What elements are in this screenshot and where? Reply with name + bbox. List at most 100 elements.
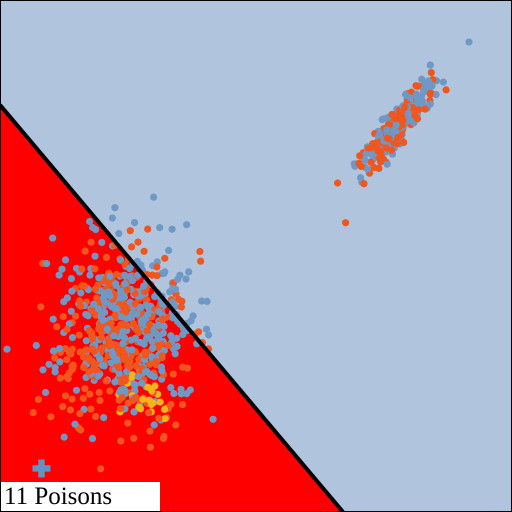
data-point-blue [170,389,178,398]
data-point-gold [149,399,157,407]
data-point-blue [169,285,177,293]
data-point-orange [126,363,134,371]
data-point-blue [100,362,108,370]
data-point-orange [53,323,61,331]
data-point-orange [169,370,177,378]
data-point-orange [82,346,90,354]
data-point-blue [94,372,102,380]
data-point-blue [45,360,53,368]
data-point-blue [383,126,391,134]
data-point-orange [102,377,110,385]
data-point-blue [55,271,63,279]
data-point-blue [72,386,81,394]
data-point-orange [172,421,180,429]
data-point-blue [84,312,92,320]
data-point-blue [158,367,166,375]
data-point-blue [182,275,190,283]
data-point-orange [158,352,166,360]
data-point-orange [146,320,154,328]
data-point-orange [153,263,161,271]
data-point-blue [413,90,421,98]
data-point-blue [56,344,64,353]
data-point-orange [120,349,128,357]
data-point-orange [88,332,96,340]
data-point-blue [171,350,179,358]
data-point-orange [72,312,80,320]
data-point-blue [383,160,391,168]
data-point-blue [61,256,70,264]
data-point-blue [67,275,75,283]
data-point-blue [427,80,435,88]
data-point-orange [394,133,402,142]
data-point-orange [63,325,71,333]
data-point-orange [132,325,140,333]
data-point-orange [88,345,96,353]
data-point-blue [156,224,164,232]
data-point-orange [183,364,192,372]
data-point-blue [91,252,99,260]
data-point-orange [145,409,153,417]
data-point-orange [412,82,420,90]
data-point-orange [81,385,89,393]
data-point-orange [401,103,409,111]
data-point-orange [123,322,131,330]
data-point-blue [160,322,168,330]
data-point-orange [98,344,106,352]
data-point-blue [32,341,40,350]
data-point-orange [124,419,132,427]
data-point-orange [129,320,137,328]
data-point-blue [121,271,129,279]
data-point-orange [112,270,121,279]
data-point-orange [91,265,99,273]
data-point-blue [99,316,107,324]
data-point-orange [56,374,64,382]
data-point-gold [161,405,169,413]
data-point-blue [131,219,139,227]
data-point-orange [29,409,37,417]
data-point-blue [154,335,162,343]
data-point-blue [439,78,447,86]
data-point-blue [119,328,127,336]
data-point-orange [414,106,422,114]
data-point-blue [88,435,97,443]
data-point-orange [135,355,143,364]
data-point-blue [49,315,57,323]
data-point-blue [119,339,127,348]
data-point-blue [131,334,139,342]
data-point-orange [117,437,125,445]
data-point-orange [164,341,172,350]
data-point-orange [97,465,105,473]
data-point-blue [82,337,90,345]
data-point-blue [43,260,51,268]
caption-box [1,482,160,511]
data-point-orange [360,180,368,188]
data-point-orange [112,326,120,334]
data-point-orange [342,219,350,227]
data-point-blue [115,229,123,238]
data-point-orange [76,348,84,356]
data-point-orange [87,405,95,413]
data-point-blue [375,130,384,138]
data-point-orange [95,325,103,333]
data-point-orange [376,154,384,162]
data-point-blue [149,344,157,352]
data-point-blue [117,256,125,264]
data-point-orange [80,364,88,372]
data-point-orange [75,331,83,339]
data-point-orange [78,265,86,273]
data-point-blue [205,331,213,339]
data-point-blue [406,117,415,125]
data-point-blue [39,366,47,374]
data-point-orange [63,356,71,364]
data-point-orange [105,336,113,344]
data-point-blue [98,238,106,246]
data-point-blue [167,384,175,392]
data-point-orange [143,296,151,304]
data-point-blue [68,333,77,342]
data-point-blue [177,385,185,393]
data-point-blue [134,372,142,381]
data-point-orange [85,368,93,376]
data-point-blue [144,311,152,319]
data-point-orange [388,110,396,118]
